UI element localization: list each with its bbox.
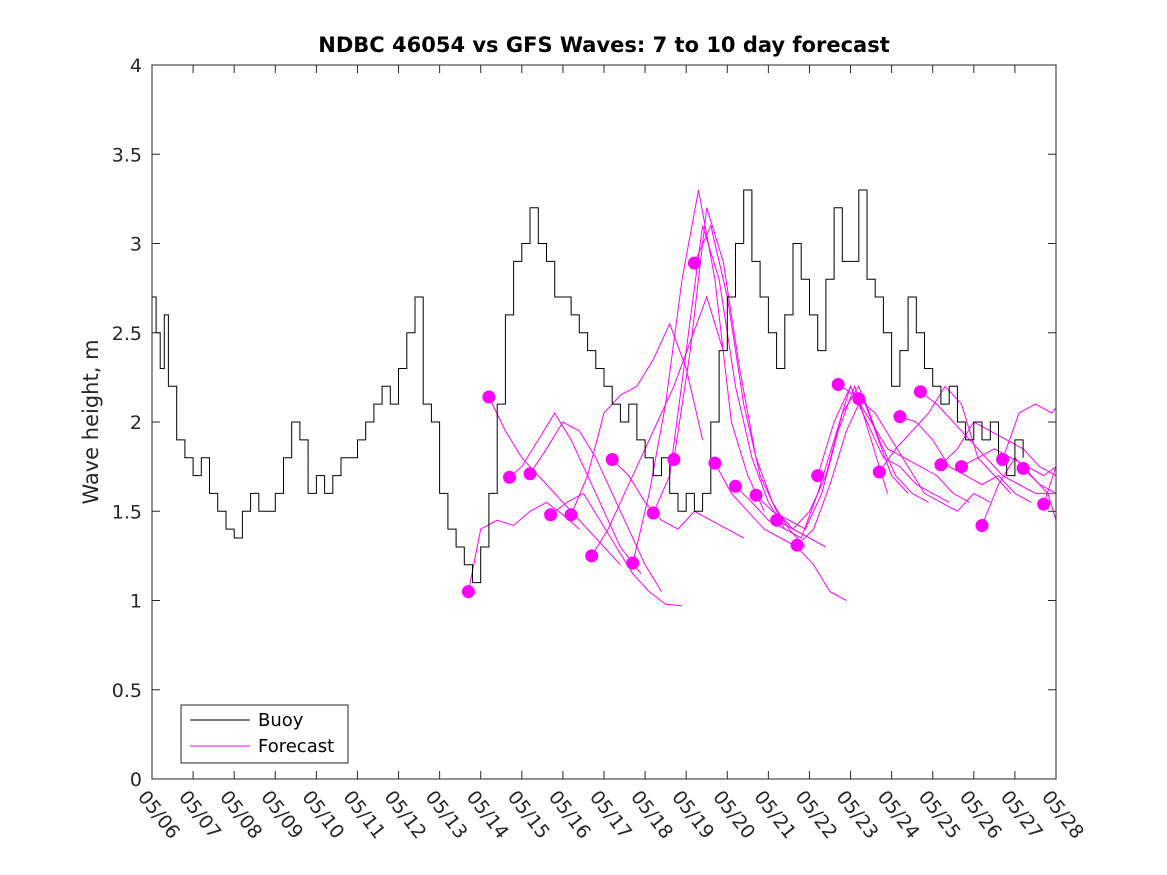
forecast-run-line	[467, 501, 580, 592]
forecast-marker	[770, 513, 784, 527]
forecast-marker	[872, 465, 886, 479]
forecast-run-line	[488, 396, 621, 566]
y-tick-label: 0	[130, 769, 142, 791]
forecast-marker	[626, 556, 640, 570]
forecast-run-line	[878, 385, 1012, 494]
forecast-run-line	[735, 384, 868, 539]
forecast-marker	[544, 508, 558, 522]
forecast-marker	[996, 453, 1010, 466]
forecast-marker	[934, 458, 948, 472]
forecast-run-line	[858, 398, 991, 512]
forecast-marker	[1037, 497, 1051, 511]
forecast-run-line	[591, 295, 724, 557]
forecast-marker	[708, 456, 722, 470]
y-tick-label: 0.5	[112, 680, 142, 702]
forecast-run-line	[776, 385, 909, 530]
forecast-marker	[605, 453, 619, 466]
forecast-marker	[687, 256, 701, 270]
y-tick-label: 1	[130, 591, 142, 613]
forecast-run-line	[570, 322, 704, 515]
y-tick-label: 3	[130, 234, 142, 256]
forecast-run-line	[611, 459, 744, 539]
forecast-marker	[893, 410, 907, 424]
forecast-marker	[955, 460, 968, 474]
forecast-marker	[523, 467, 537, 481]
buoy-line	[152, 189, 1024, 584]
forecast-run-line	[714, 462, 847, 601]
y-tick-label: 2.5	[112, 323, 142, 345]
plot-area	[152, 189, 1057, 607]
forecast-marker	[646, 506, 660, 520]
forecast-marker	[749, 488, 763, 502]
forecast-marker	[482, 390, 496, 404]
legend-label-forecast: Forecast	[258, 736, 334, 757]
forecast-run-line	[673, 207, 806, 548]
y-tick-label: 2	[130, 412, 142, 434]
forecast-run-line	[920, 391, 1056, 494]
forecast-marker	[811, 469, 825, 483]
forecast-run-line	[550, 492, 683, 607]
forecast-run-line	[899, 416, 1032, 503]
forecast-run-line	[1043, 466, 1057, 505]
forecast-marker	[852, 392, 866, 406]
legend-box	[180, 704, 349, 764]
forecast-marker	[461, 585, 475, 599]
forecast-marker	[729, 479, 742, 493]
legend-label-buoy: Buoy	[258, 710, 304, 731]
forecast-marker	[564, 508, 578, 522]
legend: Buoy Forecast	[180, 704, 349, 764]
forecast-marker	[585, 549, 599, 563]
forecast-run-line	[509, 412, 642, 575]
forecast-marker	[790, 538, 804, 552]
forecast-run-line	[632, 189, 765, 564]
forecast-run-line	[529, 421, 662, 592]
y-tick-label: 3.5	[112, 144, 142, 166]
forecast-marker	[913, 385, 927, 399]
forecast-run-line	[817, 385, 950, 503]
forecast-marker	[503, 470, 516, 484]
chart-title: NDBC 46054 vs GFS Waves: 7 to 10 day for…	[318, 33, 889, 57]
forecast-run-line	[652, 225, 786, 530]
forecast-run-line	[961, 448, 1057, 477]
forecast-run-line	[1022, 468, 1057, 494]
y-tick-label: 1.5	[112, 501, 142, 523]
forecast-marker	[667, 453, 681, 466]
forecast-marker	[975, 519, 989, 532]
y-axis-label: Wave height, m	[79, 339, 103, 504]
forecast-run-line	[1002, 403, 1057, 460]
forecast-marker	[1016, 461, 1030, 475]
y-tick-label: 4	[130, 55, 142, 77]
forecast-run-line	[693, 224, 827, 548]
forecast-marker	[831, 378, 845, 391]
